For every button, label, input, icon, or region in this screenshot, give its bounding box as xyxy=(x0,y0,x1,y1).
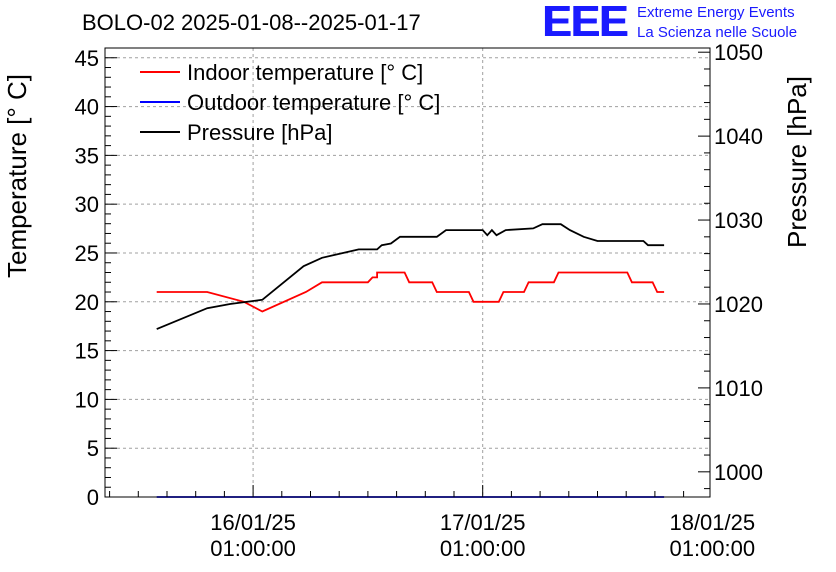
x-tick-label-date: 18/01/25 xyxy=(669,510,755,535)
axes: 0 5 10 15 20 25 30 35 40 45 1000 1010 1020 1030 1040 10… xyxy=(75,40,763,561)
y-tick-label: 5 xyxy=(87,436,99,461)
y-tick-label: 40 xyxy=(75,95,99,120)
y-tick-label: 45 xyxy=(75,46,99,71)
x-tick-label-time: 01:00:00 xyxy=(210,536,296,561)
y-axis-label: Temperature [° C] xyxy=(2,74,32,278)
y2-tick-label: 1010 xyxy=(714,376,763,401)
grid xyxy=(105,48,710,497)
y2-tick-label: 1050 xyxy=(714,40,763,65)
legend-label: Indoor temperature [° C] xyxy=(187,60,423,85)
x-tick-label-date: 16/01/25 xyxy=(210,510,296,535)
y2-tick-label: 1000 xyxy=(714,460,763,485)
x-tick-label-time: 01:00:00 xyxy=(669,536,755,561)
legend: Indoor temperature [° C] Outdoor temperat… xyxy=(140,60,440,145)
x-tick-label-date: 17/01/25 xyxy=(440,510,526,535)
indoor-temperature-line xyxy=(156,271,665,313)
y2-tick-label: 1020 xyxy=(714,292,763,317)
y-tick-label: 35 xyxy=(75,143,99,168)
legend-label: Outdoor temperature [° C] xyxy=(187,90,440,115)
logo-text-line2: La Scienza nelle Scuole xyxy=(637,24,798,41)
y-tick-label: 0 xyxy=(87,485,99,510)
legend-label: Pressure [hPa] xyxy=(187,120,333,145)
series-lines xyxy=(156,223,665,498)
y-tick-label: 15 xyxy=(75,339,99,364)
y2-axis-label: Pressure [hPa] xyxy=(782,76,812,248)
logo-text-line1: Extreme Energy Events xyxy=(637,4,795,21)
pressure-line xyxy=(156,223,665,330)
x-tick-label-time: 01:00:00 xyxy=(440,536,526,561)
eee-logo-mark: EEE xyxy=(542,0,628,46)
y-tick-label: 10 xyxy=(75,387,99,412)
y-tick-label: 30 xyxy=(75,192,99,217)
y-tick-label: 25 xyxy=(75,241,99,266)
y2-tick-label: 1040 xyxy=(714,124,763,149)
y-tick-label: 20 xyxy=(75,290,99,315)
y2-tick-label: 1030 xyxy=(714,208,763,233)
chart-title: BOLO-02 2025-01-08--2025-01-17 xyxy=(82,10,421,35)
